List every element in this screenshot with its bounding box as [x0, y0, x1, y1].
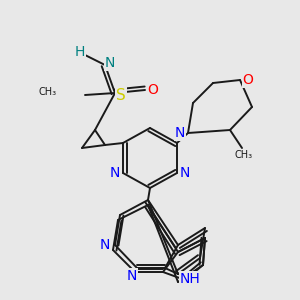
Text: N: N: [110, 166, 120, 180]
Text: S: S: [116, 88, 126, 103]
Text: N: N: [105, 56, 115, 70]
Text: N: N: [100, 238, 110, 252]
Text: NH: NH: [180, 272, 200, 286]
Text: H: H: [75, 45, 85, 59]
Text: O: O: [148, 83, 158, 97]
Text: O: O: [243, 73, 254, 87]
Text: N: N: [180, 166, 190, 180]
Text: CH₃: CH₃: [39, 87, 57, 97]
Text: CH₃: CH₃: [235, 150, 253, 160]
Text: N: N: [127, 269, 137, 283]
Text: N: N: [175, 126, 185, 140]
